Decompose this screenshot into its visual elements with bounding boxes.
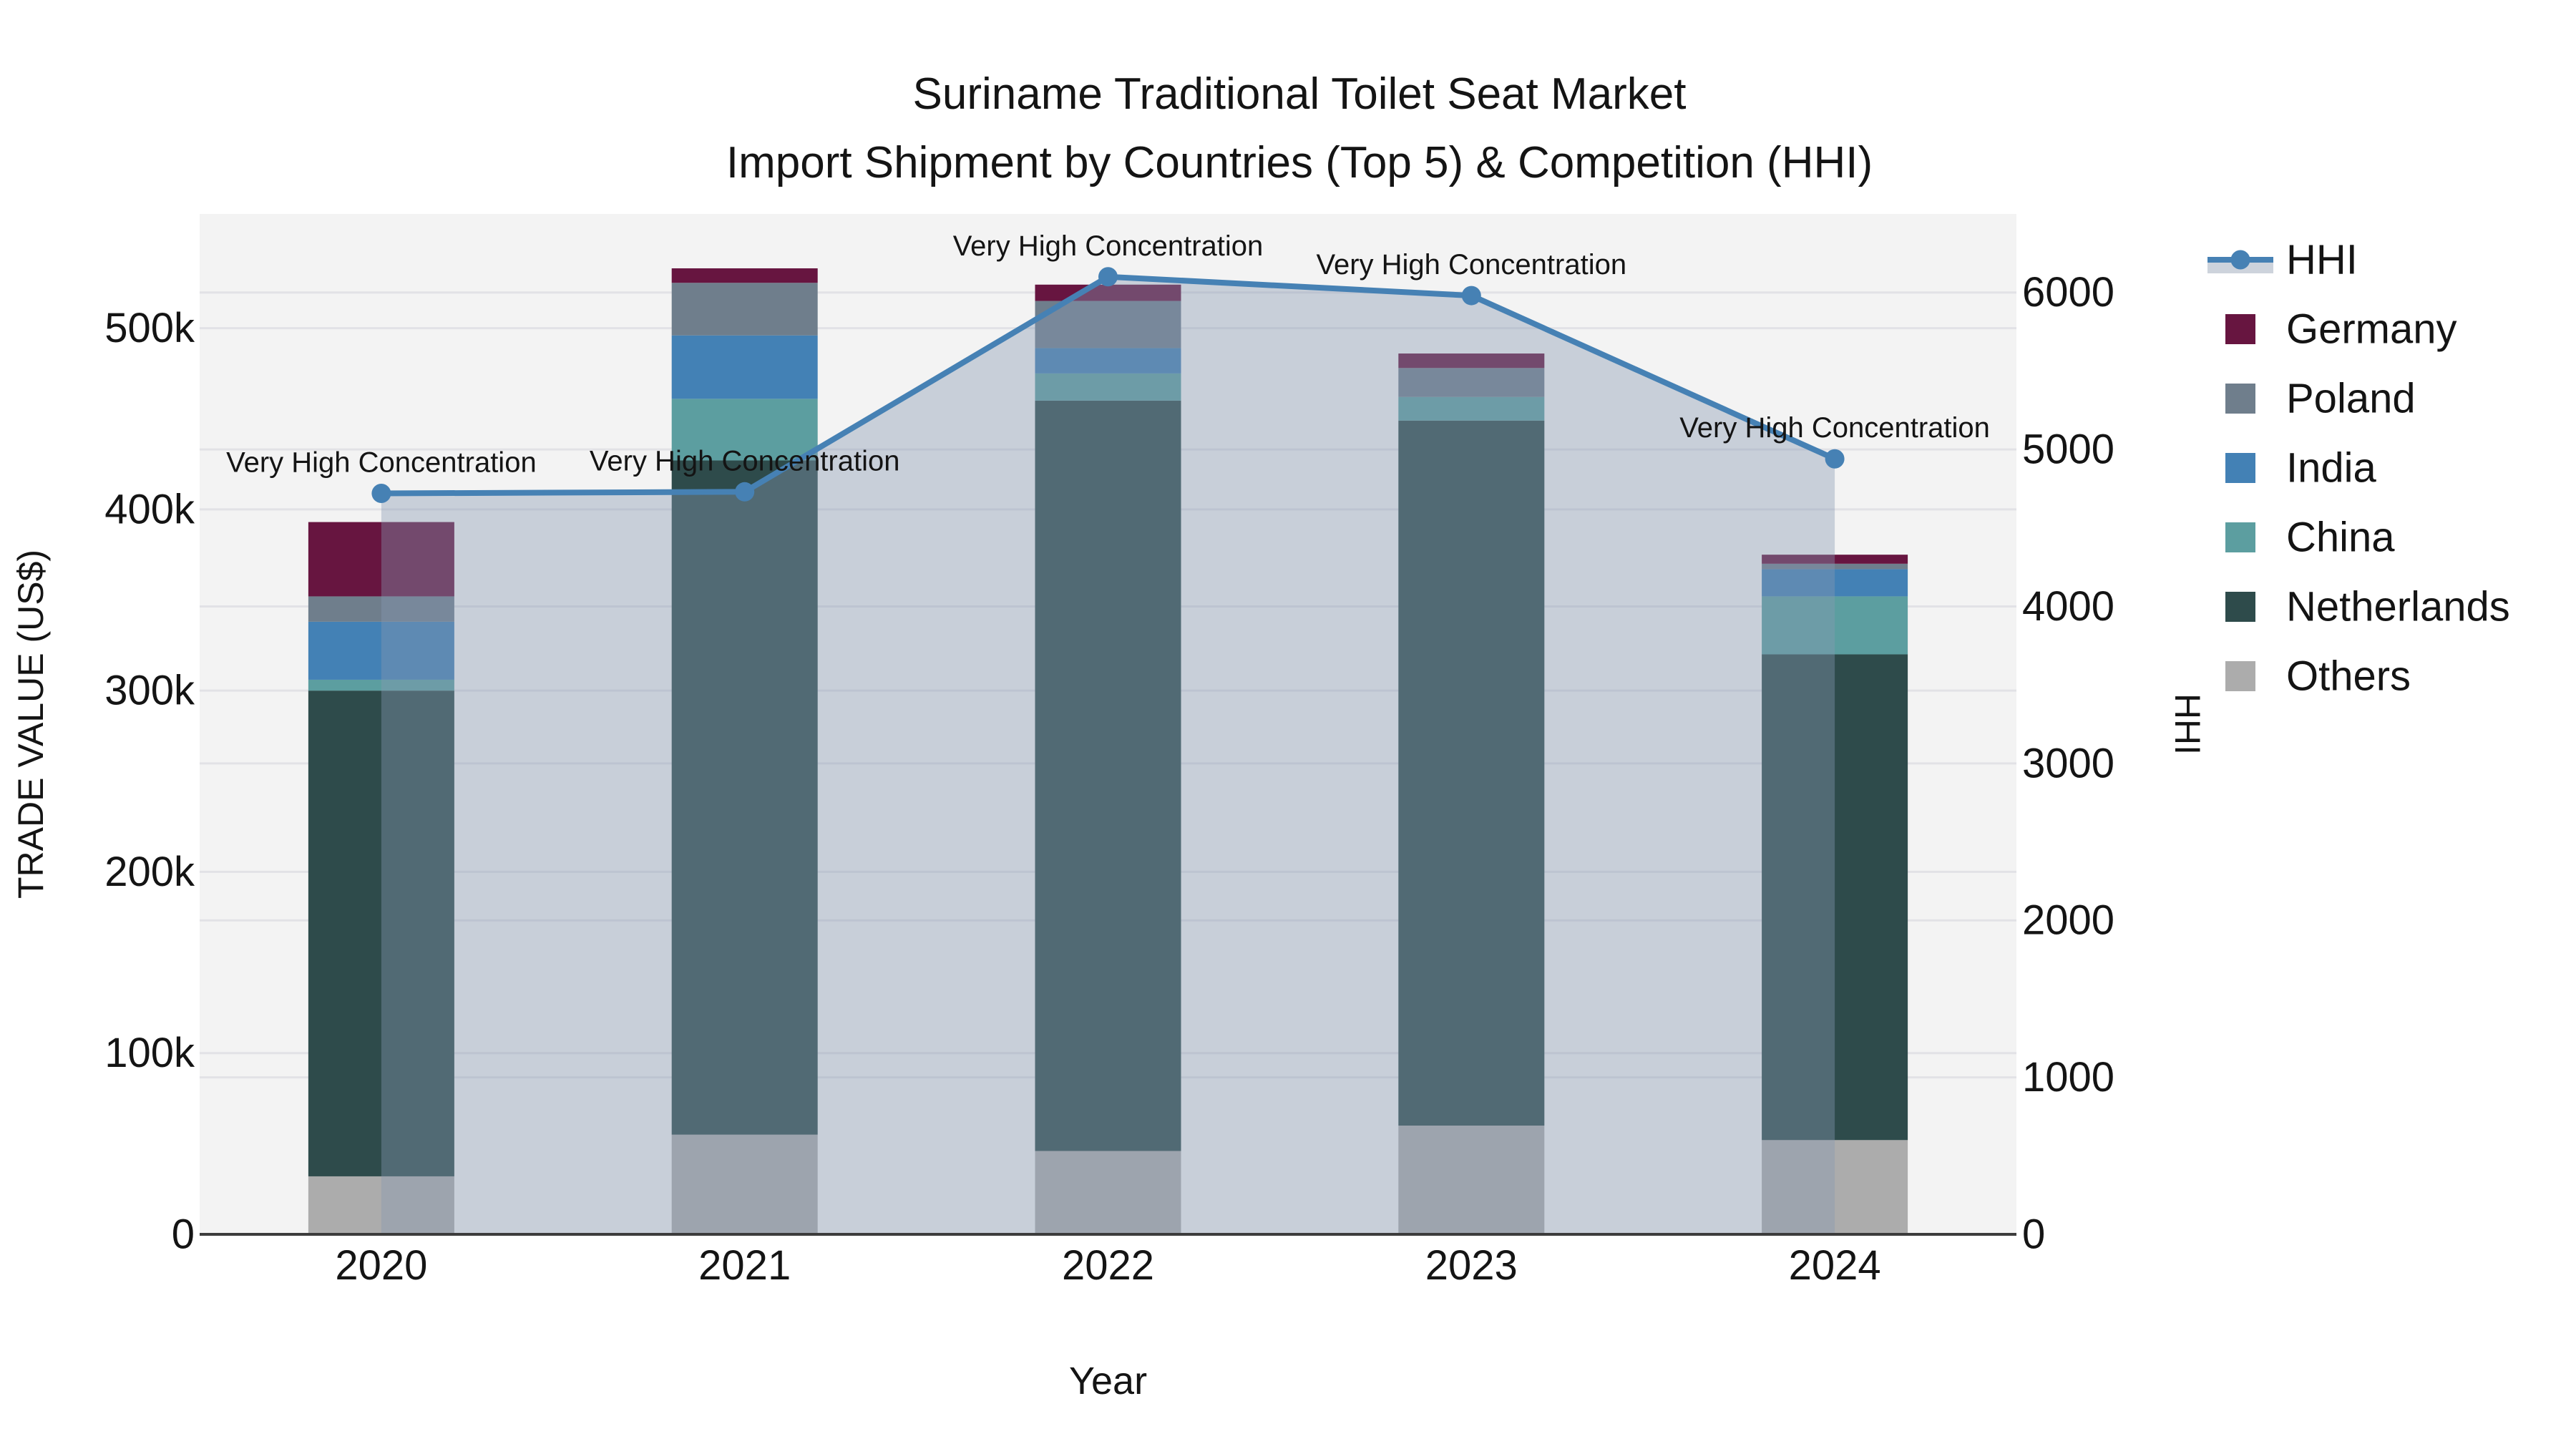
legend-item-hhi[interactable]: HHI bbox=[2207, 237, 2358, 283]
bars bbox=[308, 268, 1908, 1234]
legend-swatch-china bbox=[2225, 522, 2255, 552]
bar-2020 bbox=[308, 522, 454, 1234]
legend: HHI Germany Poland India China Netherlands Oth… bbox=[2207, 237, 2510, 700]
bar-segment-india bbox=[1035, 348, 1181, 374]
y-right-tick: 5000 bbox=[2022, 426, 2114, 473]
x-axis-title: Year bbox=[1069, 1360, 1147, 1402]
hhi-marker-swatch bbox=[2230, 250, 2250, 270]
y-right-tick: 0 bbox=[2022, 1211, 2045, 1258]
bar-segment-netherlands bbox=[1035, 400, 1181, 1151]
y-right-tick: 6000 bbox=[2022, 269, 2114, 316]
y-left-tick: 0 bbox=[172, 1211, 195, 1258]
bar-segment-india bbox=[671, 335, 818, 399]
bar-segment-netherlands bbox=[1398, 420, 1545, 1126]
annotation-2021: Very High Concentration bbox=[590, 445, 900, 477]
bar-segment-netherlands bbox=[308, 691, 454, 1176]
bar-segment-poland bbox=[1762, 563, 1908, 570]
legend-swatch-india bbox=[2225, 453, 2255, 483]
y-left-tick: 100k bbox=[104, 1030, 195, 1076]
legend-label-others: Others bbox=[2286, 653, 2411, 700]
y-left-tick: 200k bbox=[104, 849, 195, 895]
bar-segment-india bbox=[308, 621, 454, 680]
bar-2021 bbox=[671, 268, 818, 1234]
bar-segment-china bbox=[1035, 373, 1181, 401]
bar-segment-germany bbox=[1762, 555, 1908, 564]
x-tick-2024: 2024 bbox=[1789, 1242, 1881, 1289]
bar-segment-china bbox=[1762, 596, 1908, 655]
hhi-area bbox=[381, 276, 1835, 1234]
legend-swatch-germany bbox=[2225, 314, 2255, 344]
annotation-2022: Very High Concentration bbox=[953, 230, 1264, 262]
y-right-tick: 2000 bbox=[2022, 897, 2114, 944]
bar-2024 bbox=[1762, 555, 1908, 1234]
bar-segment-poland bbox=[1398, 368, 1545, 397]
legend-item-india[interactable]: India bbox=[2225, 445, 2377, 492]
y-right-axis-title: HHI bbox=[2167, 693, 2207, 755]
bar-2023 bbox=[1398, 353, 1545, 1234]
annotation-2024: Very High Concentration bbox=[1679, 412, 1990, 444]
x-tick-2021: 2021 bbox=[698, 1242, 791, 1289]
hhi-marker-2023 bbox=[1461, 286, 1481, 306]
bar-segment-germany bbox=[308, 522, 454, 597]
y-right-tick: 4000 bbox=[2022, 583, 2114, 630]
legend-label-germany: Germany bbox=[2286, 306, 2457, 353]
hhi-marker-2021 bbox=[735, 482, 755, 502]
legend-label-poland: Poland bbox=[2286, 376, 2416, 422]
legend-swatch-poland bbox=[2225, 384, 2255, 414]
y-right-tick: 1000 bbox=[2022, 1054, 2114, 1101]
bar-segment-others bbox=[671, 1134, 818, 1234]
bar-segment-india bbox=[1762, 569, 1908, 597]
bar-segment-germany bbox=[671, 268, 818, 283]
legend-swatch-others bbox=[2225, 661, 2255, 691]
x-tick-2022: 2022 bbox=[1062, 1242, 1154, 1289]
y-left-axis-title: TRADE VALUE (US$) bbox=[11, 550, 51, 899]
y-left-tick: 500k bbox=[104, 305, 195, 351]
chart-title-line1: Suriname Traditional Toilet Seat Market bbox=[913, 69, 1687, 119]
bar-segment-netherlands bbox=[1762, 654, 1908, 1141]
legend-item-others[interactable]: Others bbox=[2225, 653, 2411, 700]
y-left-tick: 400k bbox=[104, 486, 195, 532]
legend-item-china[interactable]: China bbox=[2225, 514, 2395, 561]
bar-segment-others bbox=[1035, 1151, 1181, 1234]
legend-item-germany[interactable]: Germany bbox=[2225, 306, 2457, 353]
bar-segment-china bbox=[1398, 396, 1545, 421]
bar-segment-china bbox=[671, 399, 818, 461]
legend-label-hhi: HHI bbox=[2286, 237, 2358, 283]
legend-item-netherlands[interactable]: Netherlands bbox=[2225, 584, 2510, 630]
hhi-marker-2024 bbox=[1825, 449, 1845, 469]
legend-label-china: China bbox=[2286, 514, 2395, 561]
legend-item-poland[interactable]: Poland bbox=[2225, 376, 2416, 422]
legend-swatch-netherlands bbox=[2225, 592, 2255, 622]
bar-segment-netherlands bbox=[671, 460, 818, 1135]
bar-segment-germany bbox=[1398, 353, 1545, 369]
bar-segment-others bbox=[1398, 1126, 1545, 1234]
chart-title-line2: Import Shipment by Countries (Top 5) & C… bbox=[726, 138, 1873, 187]
bar-segment-others bbox=[308, 1176, 454, 1234]
x-tick-2020: 2020 bbox=[335, 1242, 427, 1289]
x-tick-2023: 2023 bbox=[1425, 1242, 1518, 1289]
annotation-2020: Very High Concentration bbox=[226, 447, 537, 479]
legend-label-india: India bbox=[2286, 445, 2377, 492]
annotation-2023: Very High Concentration bbox=[1317, 249, 1627, 280]
hhi-marker-2022 bbox=[1098, 267, 1118, 287]
bar-2022 bbox=[1035, 284, 1181, 1234]
bar-segment-poland bbox=[671, 283, 818, 336]
legend-label-netherlands: Netherlands bbox=[2286, 584, 2510, 630]
y-left-tick: 300k bbox=[104, 668, 195, 714]
y-right-tick: 3000 bbox=[2022, 740, 2114, 786]
hhi-marker-2020 bbox=[371, 484, 391, 504]
bar-segment-china bbox=[308, 679, 454, 691]
bar-segment-poland bbox=[308, 596, 454, 622]
bar-segment-others bbox=[1762, 1140, 1908, 1234]
